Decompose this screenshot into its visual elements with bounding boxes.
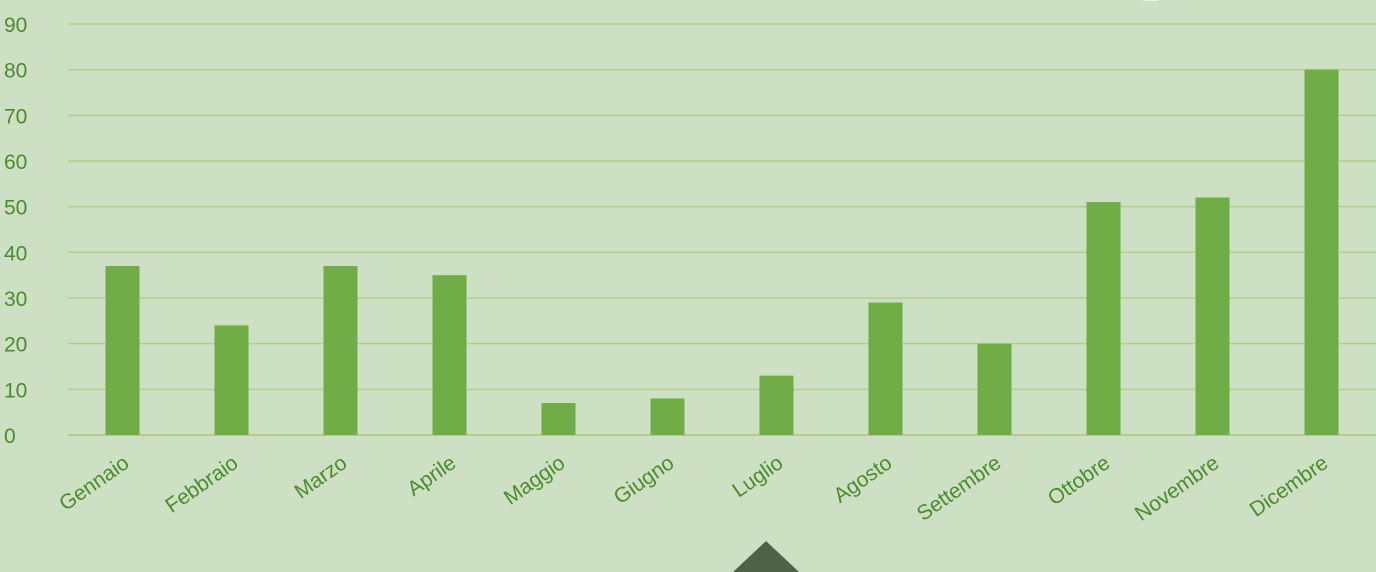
x-tick-label: Novembre — [1131, 451, 1224, 525]
y-tick-label: 10 — [4, 379, 27, 402]
x-tick-label: Maggio — [500, 451, 570, 509]
bars — [105, 69, 1339, 436]
y-tick-label: 20 — [4, 334, 27, 357]
x-tick-label: Luglio — [728, 451, 787, 502]
decorations — [733, 0, 1160, 572]
bar-ottobre — [1086, 202, 1121, 435]
y-tick-label: 50 — [4, 197, 27, 220]
x-tick-label: Agosto — [830, 451, 897, 507]
y-tick-label: 80 — [4, 60, 27, 83]
bar-gennaio — [105, 266, 140, 435]
bar-settembre — [977, 343, 1012, 435]
bar-agosto — [868, 302, 903, 435]
y-tick-label: 90 — [4, 14, 27, 37]
x-tick-label: Aprile — [403, 451, 460, 501]
bar-febbraio — [214, 325, 249, 435]
bar-aprile — [432, 275, 467, 435]
bar-giugno — [650, 398, 685, 435]
x-axis-labels: Gennaio Febbraio Marzo Aprile Maggio Giugno Lu… — [55, 451, 1332, 525]
gridlines — [68, 23, 1376, 436]
x-tick-label: Febbraio — [161, 451, 242, 517]
bar-marzo — [323, 266, 358, 435]
bar-dicembre — [1304, 69, 1339, 436]
x-tick-label: Ottobre — [1044, 451, 1115, 510]
x-tick-label: Gennaio — [55, 451, 133, 515]
y-tick-label: 70 — [4, 105, 27, 128]
y-tick-label: 30 — [4, 288, 27, 311]
x-tick-label: Settembre — [913, 451, 1006, 525]
bar-luglio — [759, 375, 794, 435]
bar-novembre — [1195, 197, 1230, 435]
x-tick-label: Dicembre — [1246, 451, 1333, 521]
y-tick-label: 0 — [4, 425, 16, 448]
bar-maggio — [541, 403, 576, 435]
y-tick-label: 60 — [4, 151, 27, 174]
decorative-mountain-shape — [733, 541, 799, 572]
x-tick-label: Giugno — [610, 451, 679, 509]
x-tick-label: Marzo — [290, 451, 351, 503]
y-axis-ticks: 0 10 20 30 40 50 60 70 80 90 — [4, 14, 27, 448]
y-tick-label: 40 — [4, 242, 27, 265]
